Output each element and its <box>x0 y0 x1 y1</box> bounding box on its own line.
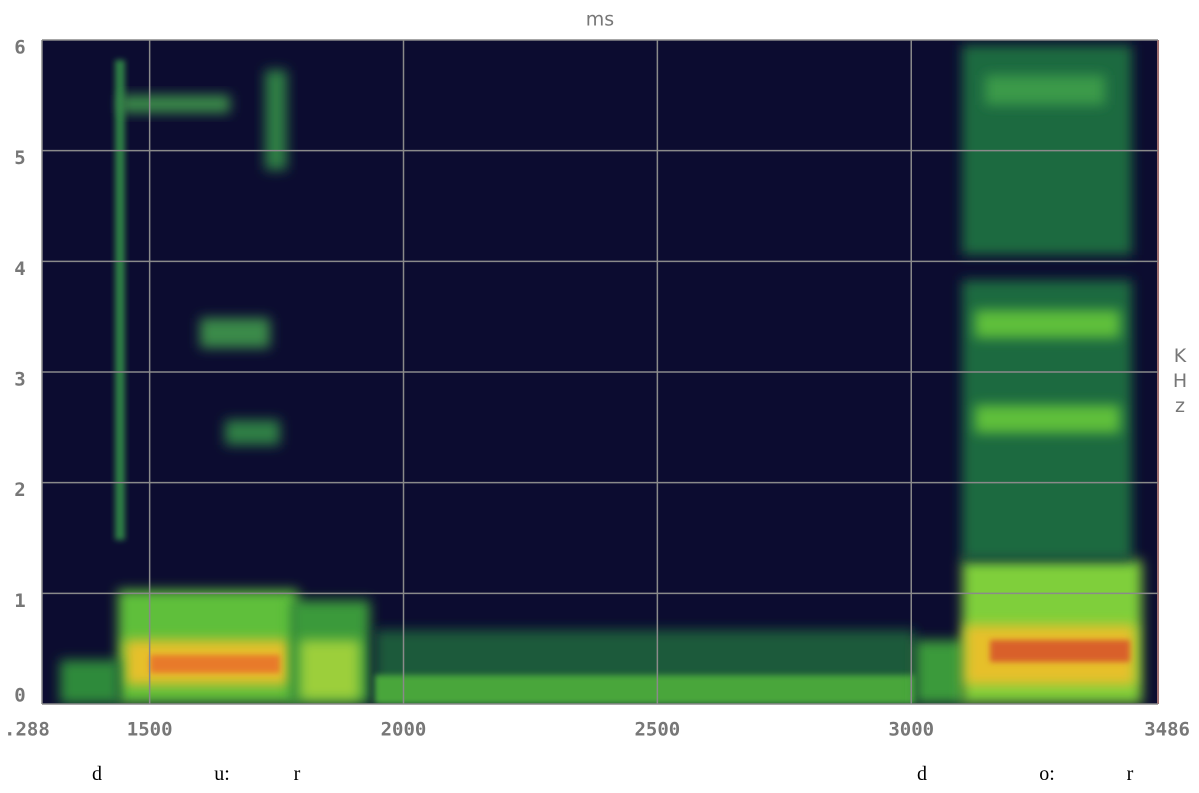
y-axis-label: KHz <box>1169 345 1191 420</box>
x-tick-label: 1500 <box>127 719 173 741</box>
x-tick-label: 2000 <box>381 719 427 741</box>
y-tick-label: 4 <box>14 258 25 280</box>
y-tick-label: 6 <box>14 37 25 59</box>
x-tick-label: 2500 <box>634 719 680 741</box>
phoneme-label: o: <box>1039 763 1055 785</box>
x-tick-label: .288 <box>4 719 50 741</box>
phoneme-label: d <box>917 763 927 785</box>
phoneme-label: r <box>1127 763 1134 785</box>
y-tick-label: 5 <box>14 147 25 169</box>
y-tick-label: 3 <box>14 369 25 391</box>
x-axis-label: ms <box>586 9 614 31</box>
y-tick-label: 1 <box>14 590 25 612</box>
phoneme-label: r <box>294 763 301 785</box>
y-tick-label: 0 <box>14 685 25 707</box>
phoneme-label: u: <box>214 763 230 785</box>
x-tick-label: 3486 <box>1144 719 1190 741</box>
phoneme-label: d <box>92 763 102 785</box>
y-tick-label: 2 <box>14 479 25 501</box>
spectrogram-image <box>60 45 1142 704</box>
x-tick-label: 3000 <box>888 719 934 741</box>
